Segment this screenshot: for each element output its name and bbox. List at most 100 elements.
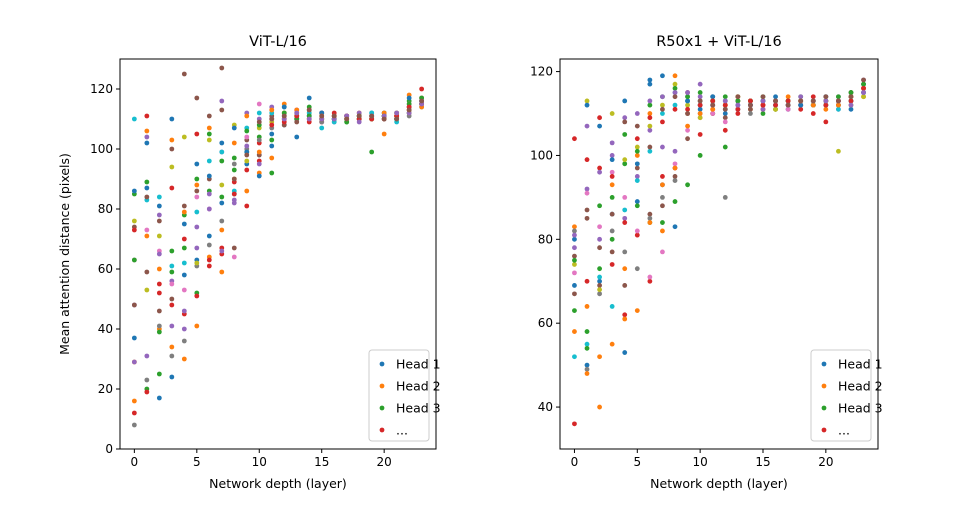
data-point bbox=[609, 157, 615, 163]
data-point bbox=[660, 203, 665, 209]
data-point bbox=[181, 260, 187, 266]
data-point bbox=[597, 165, 602, 171]
data-point bbox=[609, 236, 615, 242]
data-point bbox=[156, 308, 162, 314]
data-point bbox=[647, 81, 653, 87]
legend-label: Head 3 bbox=[396, 401, 441, 416]
data-point bbox=[256, 101, 262, 107]
data-point bbox=[194, 131, 200, 137]
data-point bbox=[735, 102, 741, 108]
y-tick-label: 100 bbox=[90, 142, 113, 156]
data-point bbox=[773, 94, 778, 100]
x-tick-label: 10 bbox=[252, 455, 267, 469]
data-point bbox=[735, 106, 741, 112]
data-point bbox=[256, 161, 262, 167]
data-point bbox=[773, 98, 778, 104]
data-point bbox=[169, 185, 175, 191]
data-point bbox=[836, 148, 841, 154]
data-point bbox=[660, 220, 665, 225]
data-point bbox=[760, 102, 766, 108]
data-point bbox=[798, 106, 804, 112]
chart-panel-r50x1-vit-l16: R50x1 + ViT-L/16 0 5 10 15 20 40 60 80 100 120 N… bbox=[530, 34, 883, 491]
data-point bbox=[144, 113, 150, 119]
data-point bbox=[823, 106, 829, 112]
data-point bbox=[169, 296, 175, 302]
data-point bbox=[244, 167, 250, 173]
y-tick-label: 120 bbox=[530, 65, 553, 79]
data-point bbox=[156, 323, 162, 329]
data-point bbox=[269, 122, 275, 128]
data-point bbox=[836, 106, 841, 112]
data-point bbox=[584, 190, 590, 196]
data-point bbox=[169, 137, 175, 143]
x-tick-label: 0 bbox=[131, 455, 139, 469]
data-point bbox=[144, 377, 150, 383]
data-point bbox=[697, 132, 703, 137]
data-point bbox=[256, 137, 262, 143]
data-point bbox=[785, 106, 791, 112]
data-point bbox=[697, 111, 703, 116]
data-point bbox=[294, 119, 300, 125]
data-point bbox=[760, 98, 766, 104]
data-point bbox=[823, 102, 829, 108]
data-point bbox=[634, 174, 640, 179]
x-tick-label: 15 bbox=[755, 455, 770, 469]
data-point bbox=[206, 263, 212, 269]
data-point bbox=[131, 302, 137, 308]
data-point bbox=[156, 266, 162, 272]
data-point bbox=[572, 354, 577, 360]
data-point bbox=[634, 165, 640, 171]
data-point bbox=[785, 102, 791, 108]
data-point bbox=[319, 125, 325, 131]
data-point bbox=[660, 119, 665, 125]
plot-frame bbox=[119, 58, 437, 450]
data-point bbox=[169, 353, 175, 359]
data-point bbox=[144, 269, 150, 275]
data-point bbox=[685, 102, 690, 108]
data-point bbox=[381, 116, 387, 122]
data-point bbox=[634, 178, 640, 184]
chart-title: ViT-L/16 bbox=[249, 34, 307, 50]
data-point bbox=[194, 182, 200, 188]
data-point bbox=[206, 206, 212, 212]
data-point bbox=[647, 144, 653, 150]
data-point bbox=[156, 329, 162, 335]
data-point bbox=[156, 251, 162, 257]
legend: Head 1 Head 2 Head 3... bbox=[368, 349, 441, 442]
data-point bbox=[634, 123, 640, 129]
data-point bbox=[206, 125, 212, 131]
data-point bbox=[572, 245, 577, 251]
data-point bbox=[281, 104, 287, 110]
data-point bbox=[144, 134, 150, 140]
legend: Head 1 Head 2 Head 3... bbox=[810, 349, 883, 442]
data-point bbox=[798, 94, 804, 100]
data-point bbox=[144, 233, 150, 239]
data-point bbox=[660, 73, 665, 79]
data-point bbox=[356, 113, 362, 119]
data-point bbox=[131, 257, 137, 263]
legend-label: Head 1 bbox=[396, 357, 441, 372]
data-point bbox=[760, 94, 766, 100]
data-point bbox=[685, 123, 690, 129]
data-point bbox=[773, 102, 778, 108]
data-point bbox=[660, 182, 665, 188]
data-point bbox=[131, 422, 137, 428]
data-point bbox=[722, 98, 728, 104]
data-point bbox=[219, 98, 225, 104]
data-point bbox=[622, 115, 628, 121]
data-point bbox=[609, 111, 615, 116]
data-point bbox=[131, 410, 137, 416]
data-point bbox=[823, 98, 829, 104]
data-point bbox=[219, 149, 225, 155]
data-point bbox=[710, 102, 716, 108]
data-point bbox=[169, 344, 175, 350]
data-point bbox=[169, 146, 175, 152]
y-tick-label: 60 bbox=[98, 262, 113, 276]
data-point bbox=[219, 227, 225, 233]
data-point bbox=[572, 228, 577, 234]
data-point bbox=[156, 233, 162, 239]
data-point bbox=[622, 249, 628, 255]
data-point bbox=[660, 194, 665, 200]
data-point bbox=[823, 94, 829, 100]
data-point bbox=[672, 148, 678, 154]
